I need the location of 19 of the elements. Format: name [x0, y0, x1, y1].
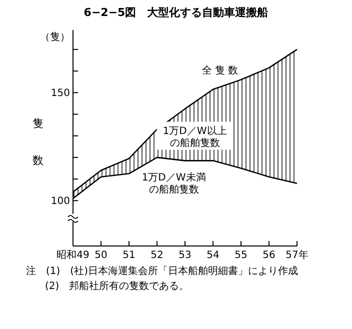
text: （隻）: [40, 31, 70, 43]
x-tick-label: 昭和49: [56, 249, 90, 261]
x-tick-label: 50: [94, 250, 108, 261]
y-tick-label: 150: [50, 88, 70, 100]
x-tick-label: 51: [122, 250, 136, 261]
chart-title: 6−2−5図 大型化する自動車運搬船: [84, 6, 268, 19]
series-label: 全隻数: [202, 64, 241, 76]
x-tick-label: 52: [150, 250, 164, 261]
annotation: 1万D／W以上の船舶隻数: [162, 124, 227, 149]
y-tick-label: 100: [50, 196, 70, 208]
y-axis-title: 隻数: [32, 108, 44, 184]
x-tick-label: 57年: [286, 249, 308, 261]
x-tick-label: 56: [262, 250, 276, 261]
x-tick-label: 54: [206, 250, 220, 261]
text: 注 (1) (社)日本海運集会所「日本船舶明細書」により作成: [26, 265, 298, 277]
x-tick-label: 55: [234, 250, 248, 261]
x-tick-label: 53: [178, 250, 192, 261]
text: (2) 邦船社所有の隻数である。: [45, 280, 190, 292]
series-label: 1万D／W未満の船舶隻数: [142, 171, 206, 196]
